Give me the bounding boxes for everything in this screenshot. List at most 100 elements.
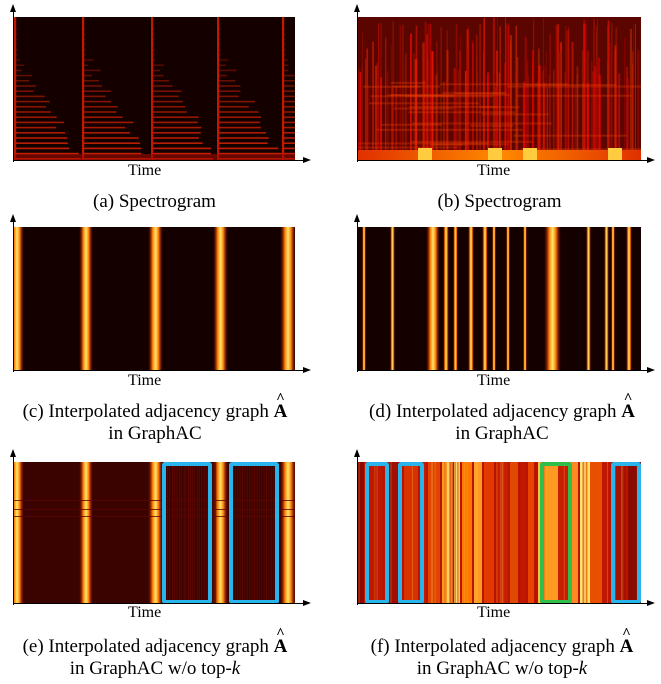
spectral-line bbox=[217, 69, 237, 72]
spectral-line bbox=[282, 85, 295, 87]
heat-band bbox=[604, 227, 609, 370]
stripe bbox=[263, 462, 265, 603]
spectral-line bbox=[435, 41, 438, 160]
spectral-line bbox=[555, 24, 558, 160]
y-axis bbox=[357, 455, 359, 605]
spectral-line bbox=[376, 62, 378, 160]
column bbox=[546, 462, 558, 603]
column bbox=[602, 462, 610, 603]
spectral-line bbox=[82, 106, 118, 108]
caption-text: in GraphAC bbox=[108, 423, 202, 444]
highlight-box bbox=[611, 462, 641, 604]
highlight-box bbox=[398, 462, 424, 604]
spectral-line bbox=[504, 63, 506, 160]
spectral-line bbox=[14, 100, 50, 103]
spectral-line bbox=[82, 85, 103, 87]
spectral-line bbox=[399, 25, 401, 160]
harmonic bbox=[507, 85, 641, 88]
spectral-line bbox=[404, 61, 406, 160]
spectral-line bbox=[282, 116, 295, 118]
stripe bbox=[545, 462, 547, 603]
spectral-line bbox=[82, 64, 88, 66]
spectral-line bbox=[446, 30, 448, 160]
stripe bbox=[268, 462, 270, 603]
column bbox=[558, 462, 568, 603]
adjacency-graph-d bbox=[358, 227, 641, 370]
harmonic bbox=[386, 94, 511, 97]
column bbox=[484, 462, 494, 603]
stripe bbox=[176, 462, 178, 603]
stripe bbox=[237, 462, 239, 603]
spectral-line bbox=[483, 18, 485, 160]
spectral-line bbox=[14, 64, 25, 66]
stripe bbox=[256, 462, 258, 603]
spectral-line bbox=[427, 24, 430, 160]
spectral-line bbox=[385, 37, 387, 160]
spectral-line bbox=[468, 26, 470, 160]
spectral-line bbox=[607, 24, 609, 160]
low-peak bbox=[523, 148, 537, 160]
spectral-line bbox=[217, 111, 259, 113]
stripe bbox=[190, 462, 192, 603]
stripe bbox=[412, 462, 413, 603]
x-axis bbox=[13, 160, 307, 162]
spectral-line bbox=[82, 69, 101, 72]
spectral-line bbox=[532, 49, 534, 160]
y-axis-arrow-icon bbox=[354, 4, 360, 12]
spectral-line bbox=[626, 67, 628, 160]
stripe bbox=[500, 462, 502, 603]
x-axis-arrow-icon bbox=[647, 157, 655, 163]
spectral-line bbox=[374, 65, 378, 160]
stripe bbox=[234, 462, 236, 603]
x-axis bbox=[357, 160, 651, 162]
spectral-line bbox=[82, 142, 141, 144]
spectral-line bbox=[507, 60, 509, 160]
spectral-line bbox=[14, 59, 21, 61]
y-axis bbox=[13, 455, 15, 605]
spectral-line bbox=[367, 86, 370, 160]
spectral-line bbox=[217, 106, 249, 108]
x-axis bbox=[357, 370, 651, 372]
stripe bbox=[466, 462, 468, 603]
spectral-line bbox=[14, 137, 68, 139]
spectral-line bbox=[466, 49, 469, 160]
stripe bbox=[178, 462, 180, 603]
spectral-line bbox=[151, 116, 199, 118]
heat-band bbox=[14, 462, 24, 603]
x-axis-arrow-icon bbox=[303, 367, 311, 373]
caption-c: (c) Interpolated adjacency graph A in Gr… bbox=[2, 388, 308, 445]
spectral-line bbox=[611, 23, 613, 160]
spectral-line bbox=[414, 59, 418, 160]
spectral-line bbox=[14, 147, 70, 150]
spectral-line bbox=[565, 26, 567, 160]
spectral-line bbox=[282, 152, 295, 155]
spectral-line bbox=[443, 81, 445, 160]
highlight-box bbox=[229, 462, 279, 604]
spectral-line bbox=[151, 152, 211, 155]
spectral-line bbox=[583, 19, 586, 160]
spectral-line bbox=[571, 42, 574, 160]
spectral-line bbox=[282, 100, 295, 103]
harmonic bbox=[439, 83, 568, 86]
spectral-line bbox=[395, 85, 398, 160]
spectral-line bbox=[437, 71, 438, 160]
spectral-line bbox=[410, 33, 412, 160]
y-axis bbox=[357, 10, 359, 162]
heatmap-graphic bbox=[14, 17, 295, 160]
spectral-line bbox=[549, 33, 552, 160]
harmonic bbox=[408, 111, 516, 114]
heat-band bbox=[362, 227, 366, 370]
spectral-line bbox=[524, 36, 527, 160]
column bbox=[428, 462, 440, 603]
spectral-line bbox=[282, 132, 295, 134]
spectral-line bbox=[217, 74, 228, 77]
spectral-line bbox=[282, 90, 295, 92]
x-axis-label: Time bbox=[128, 604, 162, 621]
spectral-line bbox=[609, 43, 612, 160]
adjacency-graph-e bbox=[14, 462, 295, 603]
spectral-line bbox=[435, 74, 438, 160]
harmonic bbox=[405, 95, 454, 98]
spectral-line bbox=[151, 100, 183, 103]
spectral-line bbox=[426, 34, 429, 160]
column bbox=[474, 462, 482, 603]
